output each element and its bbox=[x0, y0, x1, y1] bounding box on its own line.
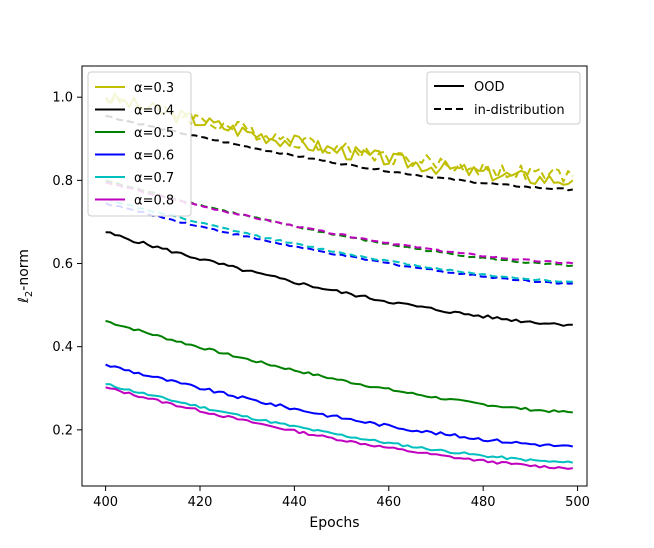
legend-alpha-box bbox=[87, 71, 192, 217]
legend-alpha-label: α=0.7 bbox=[134, 171, 174, 186]
series-line-alpha-06-ood bbox=[105, 363, 574, 448]
x-tick-label: 500 bbox=[565, 495, 590, 510]
y-axis-label-suffix: -norm bbox=[16, 249, 32, 291]
legend-alpha-label: α=0.3 bbox=[134, 81, 174, 96]
legend-alpha-label: α=0.4 bbox=[134, 104, 174, 119]
plot-area-frame bbox=[81, 65, 588, 487]
series-line-alpha-05-ood bbox=[105, 319, 573, 414]
axes-group: 400 420 440 460 480 500 0.2 0.4 0.6 0.8 1.0 bbox=[52, 91, 590, 510]
series-line-alpha-06-in-distribution bbox=[105, 202, 573, 285]
x-tick-label: 480 bbox=[471, 495, 496, 510]
y-tick-label: 0.2 bbox=[52, 423, 73, 438]
series-line-alpha-04-ood bbox=[105, 231, 573, 327]
y-tick-label: 0.8 bbox=[52, 174, 73, 189]
x-axis-label: Epochs bbox=[309, 515, 359, 531]
legend-style-label: in-distribution bbox=[474, 103, 565, 118]
y-tick-label: 0.6 bbox=[52, 257, 73, 272]
x-tick-label: 440 bbox=[282, 495, 307, 510]
x-tick-label: 420 bbox=[188, 495, 213, 510]
y-tick-label: 0.4 bbox=[52, 340, 73, 355]
legend-style: OOD in-distribution bbox=[426, 71, 581, 125]
series-line-alpha-08-ood bbox=[105, 386, 573, 470]
legend-alpha: α=0.3 α=0.4 α=0.5 α=0.6 α=0.7 α=0.8 bbox=[87, 71, 192, 217]
legend-style-box bbox=[426, 71, 581, 125]
y-axis-label: ℓ2-norm bbox=[16, 249, 35, 304]
y-axis-label-subscript: 2 bbox=[24, 291, 35, 297]
x-tick-label: 460 bbox=[376, 495, 401, 510]
y-axis-label-symbol: ℓ bbox=[16, 297, 32, 304]
legend-alpha-label: α=0.5 bbox=[134, 126, 174, 141]
x-tick-label: 400 bbox=[93, 495, 118, 510]
legend-alpha-label: α=0.8 bbox=[134, 194, 174, 209]
series-line-alpha-07-in-distribution bbox=[105, 198, 573, 283]
y-tick-label: 1.0 bbox=[52, 91, 73, 106]
series-line-alpha-07-ood bbox=[105, 383, 574, 464]
legend-style-label: OOD bbox=[474, 80, 504, 95]
legend-alpha-label: α=0.6 bbox=[134, 149, 174, 164]
